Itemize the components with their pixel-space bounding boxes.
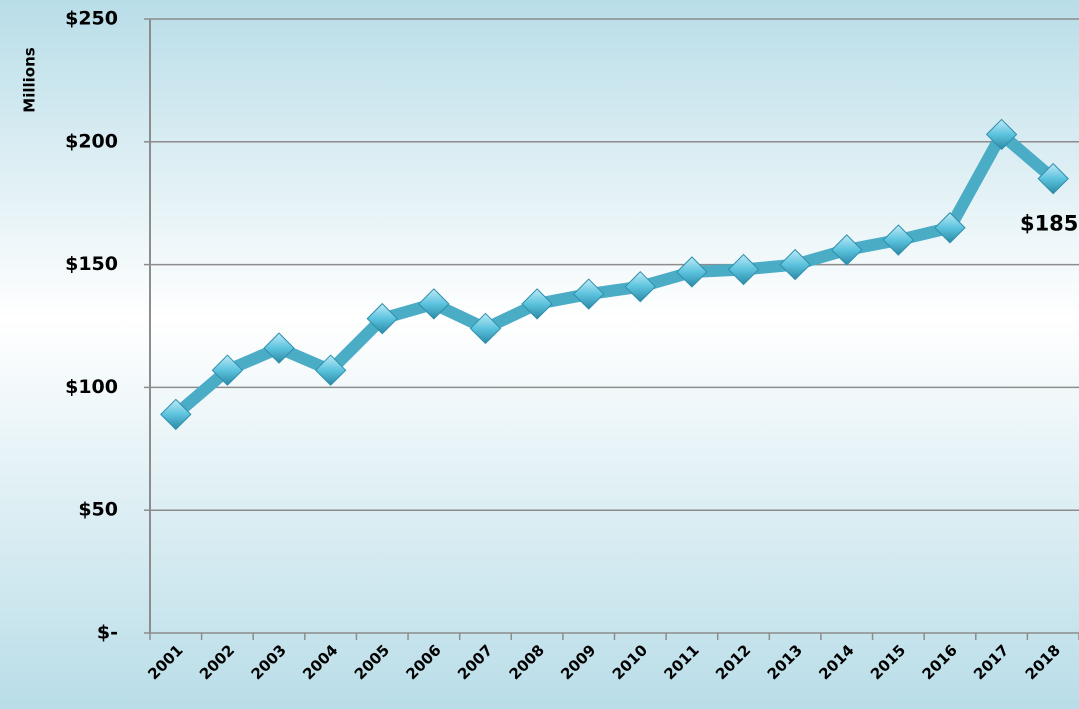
marker [211,354,244,386]
y-tick-label: $200 [65,130,118,152]
marker [676,256,708,288]
y-axis-label: Millions [21,47,39,112]
marker [934,212,966,244]
marker [314,354,347,386]
marker [418,288,450,320]
marker [727,253,760,286]
y-tick-label: $- [97,622,118,644]
y-tick-label: $100 [65,376,118,398]
marker [1037,162,1069,195]
marker [831,234,863,266]
marker [624,270,657,303]
marker [882,224,915,256]
y-tick-label: $250 [65,8,118,30]
y-tick-label: $50 [78,499,118,521]
marker [160,398,192,431]
marker [263,332,295,364]
marker [985,118,1018,151]
marker [779,248,811,281]
data-label: $185 [1020,212,1078,236]
marker [521,288,553,320]
marker [366,302,398,335]
marker [469,312,502,345]
marker [572,278,605,310]
y-tick-label: $150 [65,253,118,275]
